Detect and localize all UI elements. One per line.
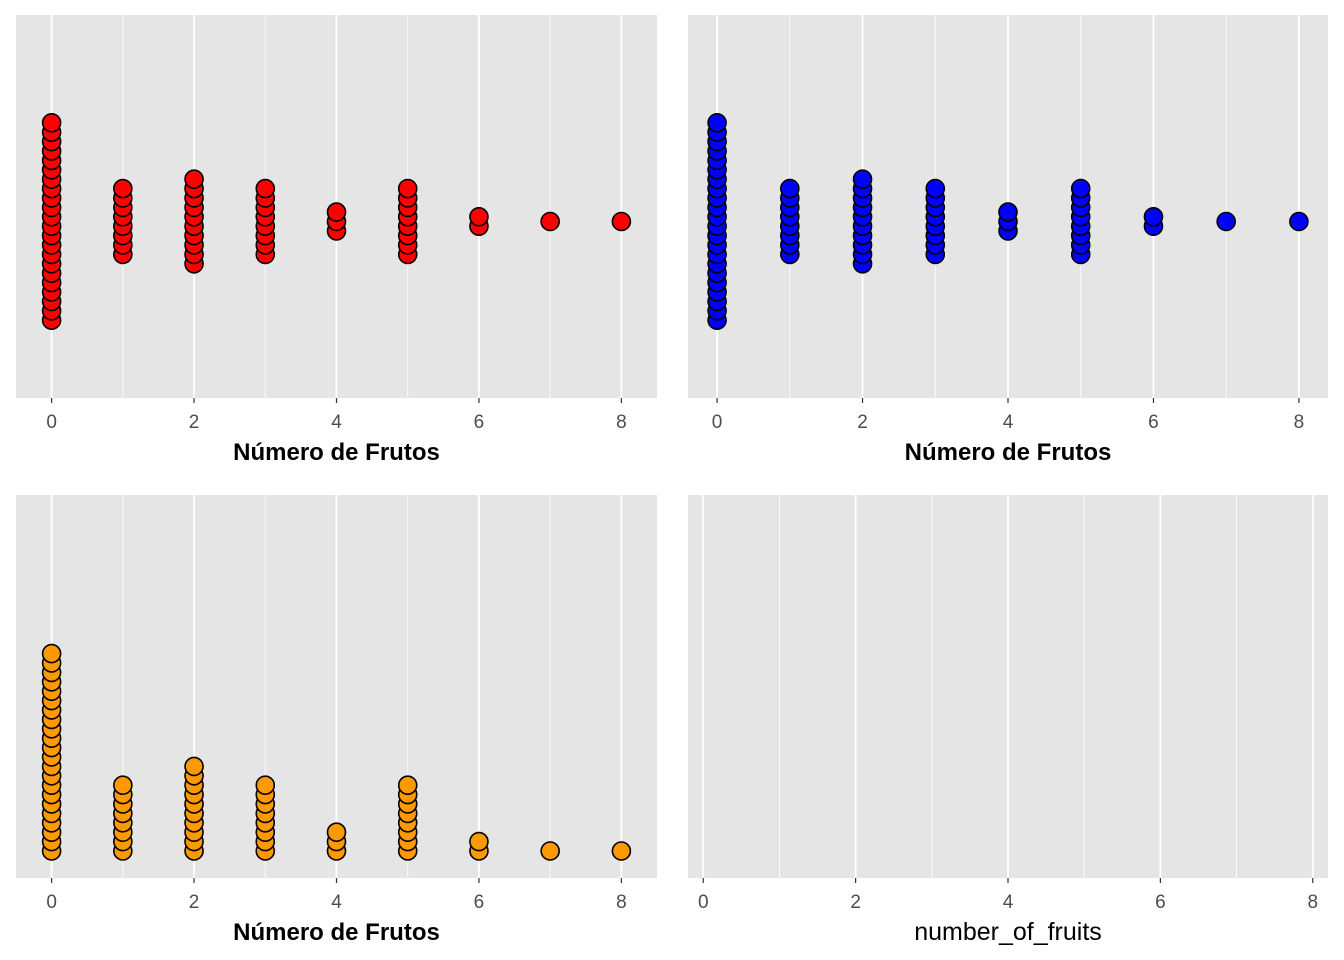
x-tick-label: 8 (616, 412, 627, 433)
x-tick-label: 0 (698, 892, 709, 913)
dotplot-panel-blue: 0 2 4 6 8 Número de Frutos (688, 15, 1328, 466)
x-tick-label: 0 (46, 892, 57, 913)
x-tick-label: 0 (46, 412, 57, 433)
dot-x5-n8 (1070, 178, 1091, 199)
dot-x1-n8 (113, 178, 133, 199)
dot-x4-n3 (326, 202, 347, 222)
x-tick-label: 2 (857, 412, 868, 433)
dot-x7-n1 (540, 211, 560, 232)
dotplot-panel-orange: 0 2 4 6 8 Número de Frutos (16, 495, 657, 946)
dot-x4-n3 (998, 202, 1018, 222)
x-tick-label: 2 (189, 892, 200, 913)
dotplot-panel-red: 0 2 4 6 8 Número de Frutos (16, 15, 657, 466)
dot-x8-n1 (1289, 211, 1309, 232)
x-tick-label: 4 (331, 412, 342, 433)
dot-x5-n8 (397, 775, 418, 796)
x-tick-label: 6 (1148, 412, 1159, 433)
x-tick-label: 4 (1003, 892, 1014, 913)
dot-x1-n8 (113, 775, 133, 796)
dot-x8-n1 (611, 211, 632, 232)
dot-x3-n8 (255, 178, 276, 199)
dotplot-panel-empty: 0 2 4 6 8 number_of_fruits (688, 495, 1328, 946)
dot-x7-n1 (540, 841, 560, 861)
x-axis-title: Número de Frutos (233, 919, 440, 946)
x-tick-label: 6 (1155, 892, 1166, 913)
x-tick-label: 2 (189, 412, 200, 433)
dot-x3-n8 (925, 178, 946, 199)
x-tick-label: 0 (712, 412, 723, 433)
dot-x2-n10 (184, 169, 204, 189)
dot-x0-n22 (707, 113, 727, 133)
dot-x5-n8 (397, 178, 418, 199)
dot-x8-n1 (611, 841, 632, 861)
x-tick-label: 8 (1294, 412, 1305, 433)
dot-x6-n2 (469, 207, 489, 227)
x-tick-label: 2 (850, 892, 861, 913)
x-tick-label: 4 (331, 892, 342, 913)
dot-x0-n22 (41, 113, 62, 133)
dot-x7-n1 (1216, 211, 1236, 232)
dot-x2-n10 (184, 756, 204, 777)
x-tick-label: 8 (616, 892, 627, 913)
x-axis-title: Número de Frutos (233, 439, 440, 466)
dot-x2-n10 (852, 169, 873, 189)
dot-x4-n3 (326, 822, 347, 843)
x-tick-label: 6 (474, 892, 485, 913)
x-tick-label: 8 (1307, 892, 1318, 913)
x-tick-label: 4 (1003, 412, 1014, 433)
x-tick-label: 6 (474, 412, 485, 433)
dot-x0-n22 (41, 643, 62, 664)
x-axis-title: number_of_fruits (914, 918, 1102, 946)
x-axis-title: Número de Frutos (905, 439, 1112, 466)
dot-x3-n8 (255, 775, 276, 796)
dot-x6-n2 (1143, 207, 1164, 227)
dot-x1-n8 (780, 178, 800, 199)
dot-x6-n2 (469, 831, 489, 852)
